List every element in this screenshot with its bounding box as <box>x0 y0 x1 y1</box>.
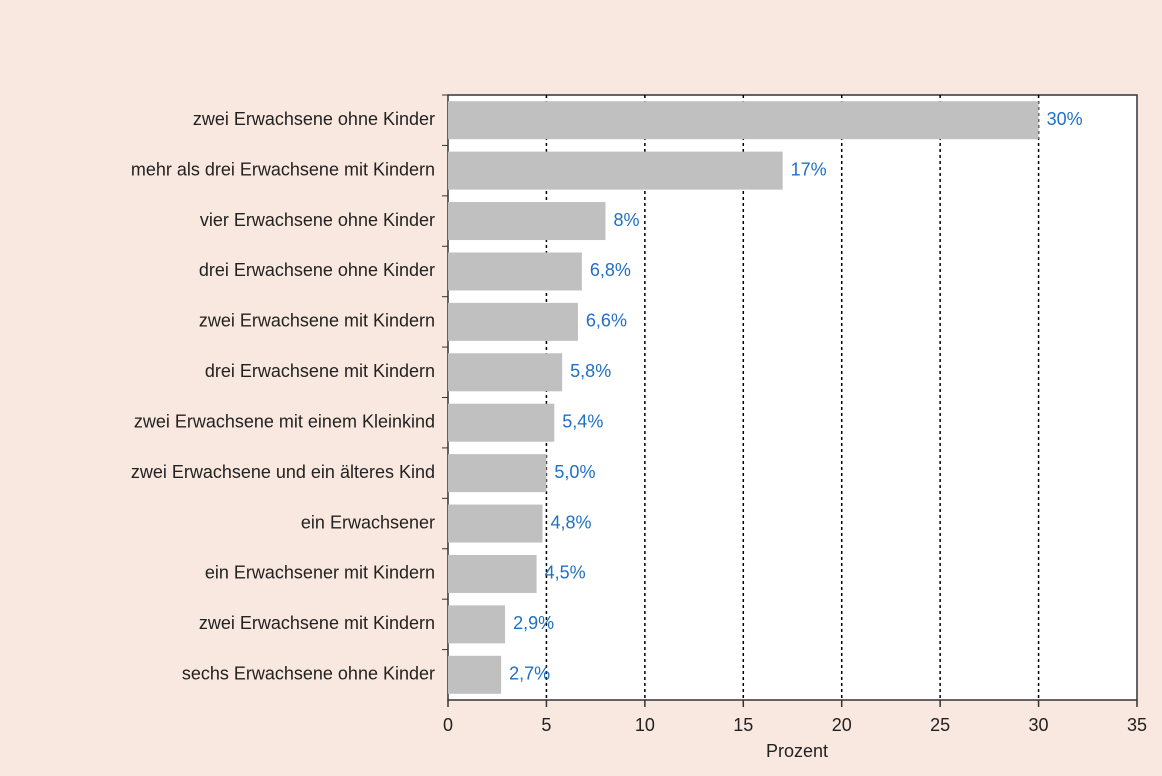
bar <box>448 151 783 190</box>
data-label: 2,9% <box>513 613 554 633</box>
y-tick-label: ein Erwachsener mit Kindern <box>205 563 435 583</box>
data-label: 8% <box>613 210 639 230</box>
bar <box>448 454 547 493</box>
y-tick-label: drei Erwachsene mit Kindern <box>205 361 435 381</box>
y-tick-label: zwei Erwachsene mit einem Kleinkind <box>134 411 435 431</box>
data-label: 6,8% <box>590 260 631 280</box>
x-tick-label: 25 <box>930 715 950 735</box>
data-label: 17% <box>791 159 827 179</box>
data-label: 2,7% <box>509 664 550 684</box>
data-label: 4,8% <box>550 512 591 532</box>
bar <box>448 605 506 644</box>
x-tick-label: 5 <box>541 715 551 735</box>
x-tick-label: 15 <box>733 715 753 735</box>
bar <box>448 353 563 392</box>
y-tick-label: mehr als drei Erwachsene mit Kindern <box>131 159 435 179</box>
x-tick-label: 10 <box>635 715 655 735</box>
data-label: 5,0% <box>554 462 595 482</box>
y-tick-label: zwei Erwachsene mit Kindern <box>199 613 435 633</box>
y-tick-label: zwei Erwachsene ohne Kinder <box>193 109 435 129</box>
data-label: 4,5% <box>545 563 586 583</box>
x-axis-label: Prozent <box>766 741 828 761</box>
plot-area <box>447 94 1138 701</box>
x-tick-label: 0 <box>443 715 453 735</box>
data-label: 5,8% <box>570 361 611 381</box>
y-tick-label: zwei Erwachsene mit Kindern <box>199 311 435 331</box>
y-tick-label: sechs Erwachsene ohne Kinder <box>182 664 435 684</box>
bar <box>448 302 578 341</box>
bar <box>448 252 582 291</box>
x-tick-label: 35 <box>1127 715 1147 735</box>
bar <box>448 202 606 241</box>
y-tick-label: zwei Erwachsene und ein älteres Kind <box>131 462 435 482</box>
bar <box>448 403 555 442</box>
data-label: 6,6% <box>586 311 627 331</box>
data-label: 30% <box>1047 109 1083 129</box>
x-tick-label: 30 <box>1029 715 1049 735</box>
bar <box>448 554 537 593</box>
x-tick-label: 20 <box>832 715 852 735</box>
y-tick-label: vier Erwachsene ohne Kinder <box>200 210 435 230</box>
y-tick-label: ein Erwachsener <box>301 512 435 532</box>
bar <box>448 655 502 694</box>
data-label: 5,4% <box>562 411 603 431</box>
bar <box>448 504 543 543</box>
y-tick-label: drei Erwachsene ohne Kinder <box>199 260 435 280</box>
bar <box>448 101 1039 140</box>
